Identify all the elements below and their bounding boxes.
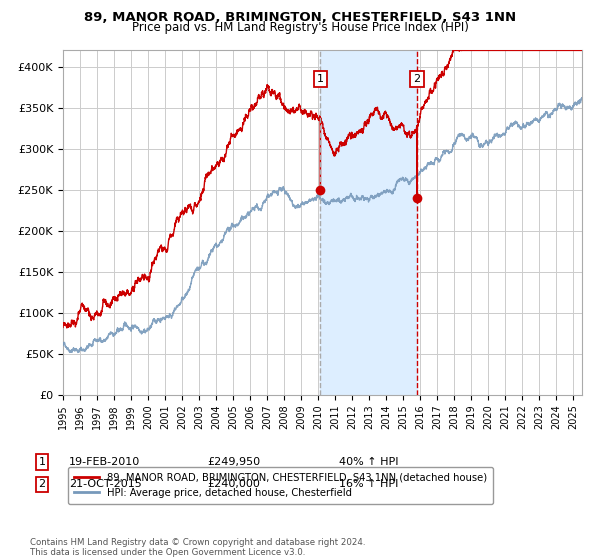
Text: 19-FEB-2010: 19-FEB-2010	[69, 457, 140, 467]
Bar	[320, 50, 417, 395]
Text: 2: 2	[38, 479, 46, 489]
Text: 16% ↑ HPI: 16% ↑ HPI	[339, 479, 398, 489]
Text: Contains HM Land Registry data © Crown copyright and database right 2024.
This d: Contains HM Land Registry data © Crown c…	[30, 538, 365, 557]
Text: Price paid vs. HM Land Registry's House Price Index (HPI): Price paid vs. HM Land Registry's House …	[131, 21, 469, 34]
Text: 1: 1	[317, 74, 324, 84]
Text: 1: 1	[38, 457, 46, 467]
Text: 2: 2	[413, 74, 421, 84]
Text: 21-OCT-2015: 21-OCT-2015	[69, 479, 142, 489]
Text: £240,000: £240,000	[207, 479, 260, 489]
Text: 89, MANOR ROAD, BRIMINGTON, CHESTERFIELD, S43 1NN: 89, MANOR ROAD, BRIMINGTON, CHESTERFIELD…	[84, 11, 516, 24]
Text: £249,950: £249,950	[207, 457, 260, 467]
Legend: 89, MANOR ROAD, BRIMINGTON, CHESTERFIELD, S43 1NN (detached house), HPI: Average: 89, MANOR ROAD, BRIMINGTON, CHESTERFIELD…	[68, 467, 493, 504]
Text: 40% ↑ HPI: 40% ↑ HPI	[339, 457, 398, 467]
